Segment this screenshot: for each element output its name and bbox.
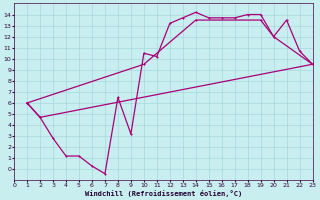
- X-axis label: Windchill (Refroidissement éolien,°C): Windchill (Refroidissement éolien,°C): [85, 190, 242, 197]
